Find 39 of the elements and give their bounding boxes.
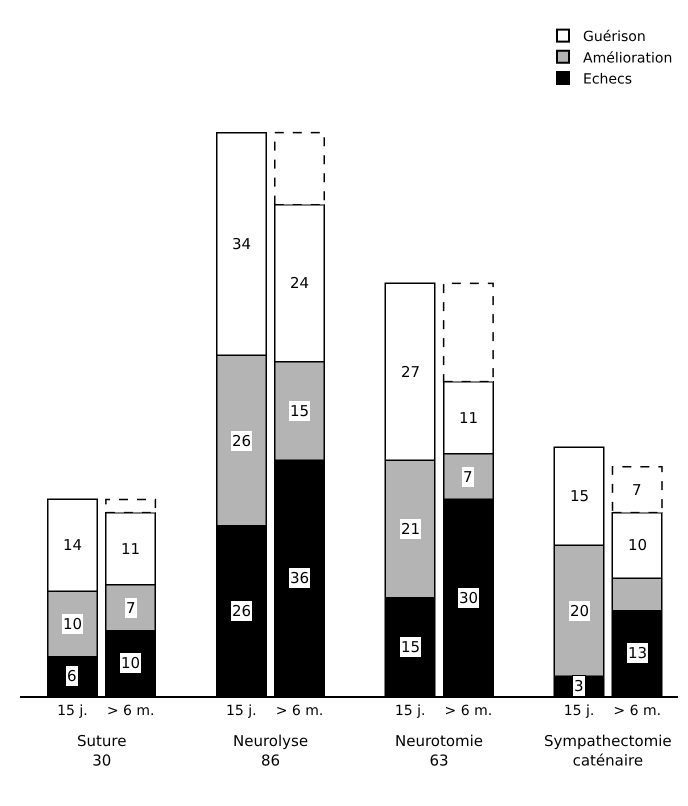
legend-label: Guérison: [583, 29, 646, 46]
x-tick-label: > 6 m.: [444, 702, 492, 719]
x-tick-label: 15 j.: [564, 702, 594, 719]
data-label: 13: [628, 644, 648, 662]
data-label: 21: [401, 520, 420, 538]
data-label: 15: [570, 487, 590, 505]
data-label: 10: [121, 654, 140, 672]
text: Neurolyse 86: [233, 732, 308, 770]
data-label: 26: [232, 602, 252, 620]
x-tick-label: 15 j.: [394, 702, 426, 719]
data-label: 7: [463, 468, 473, 486]
data-label: 15: [401, 638, 420, 656]
data-label: 7: [632, 481, 642, 499]
x-tick-label: 15 j.: [57, 702, 88, 719]
data-label: 6: [67, 667, 77, 685]
data-label: 24: [290, 274, 310, 292]
x-tick-label: > 6 m.: [276, 702, 324, 719]
legend-label: Echecs: [583, 71, 632, 88]
data-label: 3: [574, 677, 584, 695]
data-label: 7: [126, 599, 136, 617]
data-label: 36: [290, 569, 310, 587]
data-label: 11: [121, 540, 140, 558]
data-label: 15: [290, 402, 310, 420]
data-label: 20: [570, 602, 590, 620]
legend-label: Amélioration: [583, 50, 672, 66]
data-label: 34: [232, 235, 252, 253]
data-label: 27: [401, 363, 420, 381]
x-tick-label: > 6 m.: [613, 702, 662, 719]
x-tick-label: > 6 m.: [106, 702, 154, 719]
x-tick-label: 15 j.: [226, 702, 257, 719]
data-label: 10: [63, 615, 82, 633]
data-label: 11: [459, 409, 478, 427]
data-label: 14: [63, 536, 82, 554]
data-label: 10: [628, 536, 648, 554]
data-label: 30: [459, 589, 478, 607]
text: Neurotomie 63: [395, 732, 484, 770]
text: Sympathectomie caténaire: [544, 732, 672, 770]
data-label: 26: [232, 432, 252, 450]
text: Suture 30: [77, 732, 126, 770]
